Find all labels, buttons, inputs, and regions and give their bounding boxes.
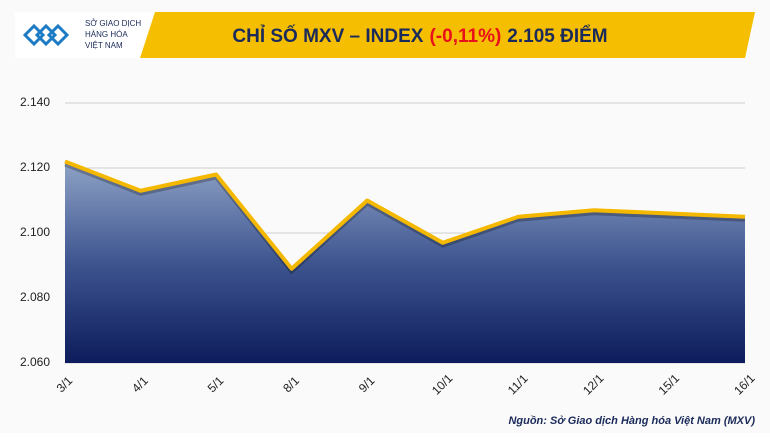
title-part: (-0,11%) [429,26,501,47]
y-tick-label: 2.120 [20,160,50,174]
logo-text: HÀNG HÓA [85,30,128,39]
logo-text: VIỆT NAM [85,41,123,50]
line [64,159,746,271]
title-part: 2.105 ĐIỂM [507,25,607,47]
chart-title: CHỈ SỐ MXV – INDEX (-0,11%) 2.105 ĐIỂM [232,25,607,47]
line-shadow [64,162,746,275]
y-tick-label: 2.100 [20,225,50,239]
logo-text: SỞ GIAO DỊCH [85,19,141,28]
y-tick-label: 2.140 [20,95,50,109]
y-tick-label: 2.060 [20,355,50,369]
source-note: Nguồn: Sở Giao dịch Hàng hóa Việt Nam (M… [508,415,755,427]
logo-box [15,12,155,58]
title-part: CHỈ SỐ MXV – INDEX [232,25,423,47]
header-band [15,12,755,58]
area [65,161,745,363]
y-tick-label: 2.080 [20,290,50,304]
logo-mark [22,23,70,47]
